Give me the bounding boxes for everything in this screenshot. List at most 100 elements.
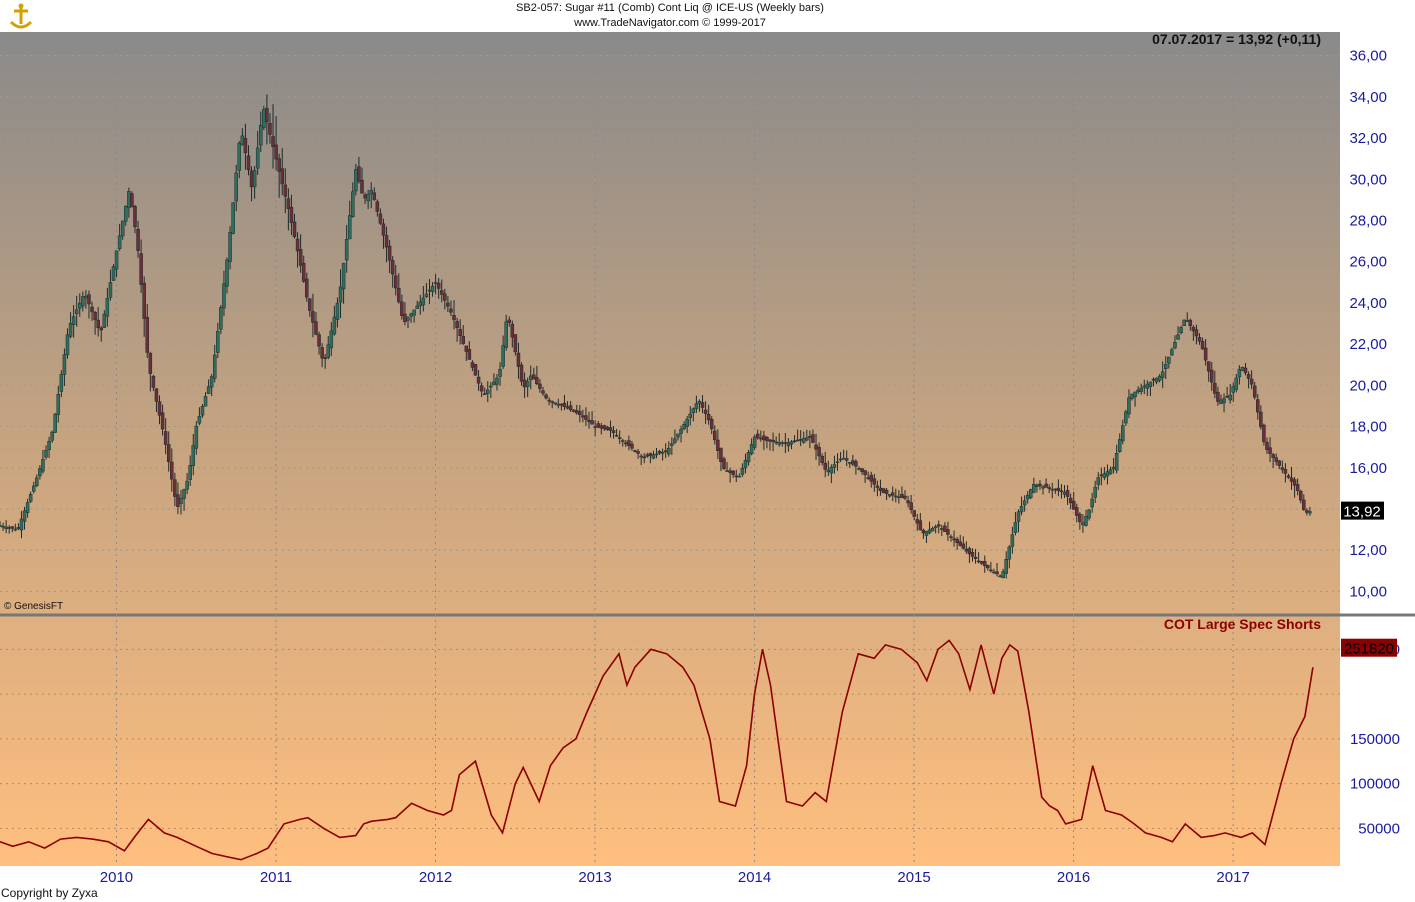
- candle-body: [1130, 393, 1134, 399]
- candle-body: [1213, 382, 1217, 394]
- candle-body: [1295, 484, 1300, 491]
- candle-body: [906, 500, 910, 504]
- candle-body: [676, 433, 680, 438]
- candle-body: [498, 369, 502, 377]
- x-tick-label: 2012: [419, 869, 452, 886]
- candle-body: [817, 446, 821, 457]
- candle-body: [305, 278, 309, 298]
- candle-body: [875, 485, 880, 488]
- candle-body: [774, 441, 778, 444]
- candle-body: [335, 302, 340, 320]
- candle-body: [415, 305, 419, 309]
- candle-body: [584, 415, 588, 420]
- candle-body: [455, 321, 459, 329]
- candle-body: [574, 410, 579, 414]
- candle-body: [10, 526, 15, 529]
- candle-body: [1035, 484, 1039, 487]
- candle-body: [955, 538, 959, 544]
- candle-body: [1078, 513, 1082, 523]
- price-tick-label: 34,00: [1349, 89, 1387, 106]
- price-tick-label: 10,00: [1349, 583, 1387, 600]
- candle-body: [185, 480, 189, 490]
- candle-body: [1176, 334, 1180, 340]
- candle-body: [133, 205, 137, 228]
- candle-body: [1099, 474, 1104, 477]
- candle-body: [357, 166, 361, 182]
- candle-body: [473, 364, 478, 376]
- candle-body: [1302, 499, 1306, 510]
- candle-body: [688, 413, 692, 419]
- candle-body: [397, 287, 401, 303]
- price-tick-label: 12,00: [1349, 542, 1387, 559]
- candle-body: [636, 451, 640, 454]
- candle-body: [344, 239, 349, 261]
- candle-body: [860, 468, 864, 472]
- candle-body: [866, 477, 870, 479]
- candle-body: [182, 489, 186, 499]
- candle-body: [590, 420, 594, 425]
- candle-body: [366, 193, 370, 202]
- trade-navigator-logo-icon: [6, 2, 36, 37]
- candle-body: [176, 494, 180, 507]
- candle-body: [1185, 320, 1189, 322]
- candle-body: [946, 529, 950, 535]
- candle-body: [961, 543, 966, 549]
- candle-body: [694, 403, 699, 410]
- candle-body: [482, 393, 487, 395]
- candle-body: [1262, 424, 1266, 443]
- price-readout: 07.07.2017 = 13,92 (+0,11): [1152, 31, 1321, 47]
- candle-body: [976, 560, 981, 563]
- candle-body: [1228, 394, 1232, 401]
- candle-body: [486, 389, 490, 394]
- candle-body: [617, 437, 622, 439]
- candle-body: [1271, 454, 1275, 458]
- price-tick-label: 24,00: [1349, 295, 1387, 312]
- candle-body: [1090, 498, 1094, 508]
- candle-body: [909, 502, 913, 510]
- candle-body: [792, 440, 797, 443]
- candle-body: [725, 470, 729, 472]
- candle-body: [568, 405, 573, 411]
- candle-body: [1127, 397, 1131, 415]
- candle-body: [148, 353, 153, 374]
- candle-body: [1087, 509, 1091, 519]
- candle-body: [1206, 361, 1211, 372]
- candle-body: [1121, 425, 1125, 442]
- candle-body: [1081, 522, 1085, 526]
- candle-body: [805, 437, 809, 441]
- candle-body: [930, 527, 935, 532]
- candle-body: [200, 406, 205, 416]
- candle-body: [1133, 391, 1137, 398]
- candle-body: [544, 394, 548, 399]
- candle-body: [151, 375, 156, 388]
- candle-body: [1013, 522, 1018, 533]
- cot-line: [0, 639, 1314, 861]
- candle-body: [1210, 369, 1214, 383]
- candle-body: [780, 442, 785, 444]
- candle-body: [768, 439, 772, 442]
- candle-body: [19, 518, 24, 531]
- candle-body: [360, 179, 364, 194]
- candle-body: [265, 107, 269, 123]
- candle-body: [682, 424, 686, 430]
- axis-background: [1340, 32, 1415, 866]
- candle-body: [280, 168, 284, 185]
- candle-body: [639, 455, 643, 458]
- candle-body: [81, 296, 85, 307]
- candle-body: [139, 253, 143, 285]
- candle-body: [277, 158, 281, 172]
- cot-line-group: [0, 639, 1314, 861]
- candle-body: [1117, 439, 1122, 452]
- candle-body: [765, 437, 769, 442]
- candle-body: [630, 443, 634, 449]
- candle-body: [1022, 500, 1027, 506]
- candle-body: [854, 461, 858, 467]
- candle-body: [565, 406, 570, 409]
- candle-body: [992, 571, 996, 574]
- candle-body: [363, 194, 367, 199]
- cot-tick-label: 100000: [1350, 776, 1400, 793]
- candle-body: [212, 354, 217, 379]
- price-tick-label: 16,00: [1349, 460, 1387, 477]
- candle-body: [995, 571, 999, 575]
- candle-body: [145, 316, 150, 353]
